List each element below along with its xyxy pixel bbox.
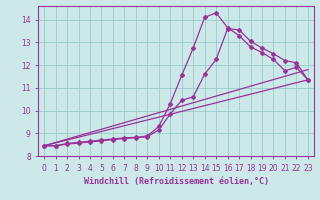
X-axis label: Windchill (Refroidissement éolien,°C): Windchill (Refroidissement éolien,°C) xyxy=(84,177,268,186)
